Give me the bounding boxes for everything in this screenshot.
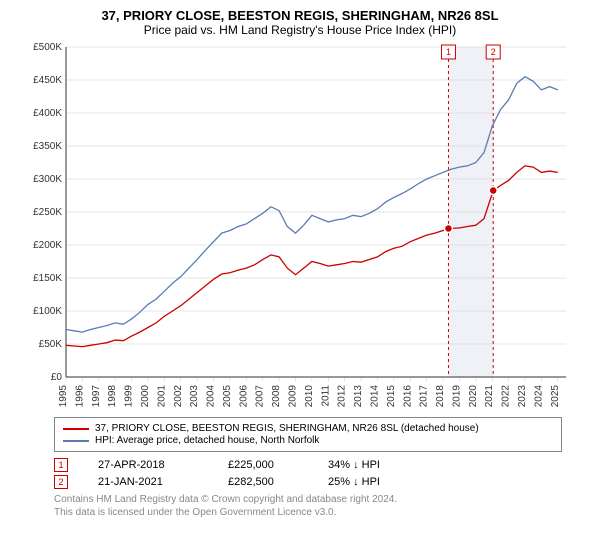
- svg-text:£300K: £300K: [33, 174, 62, 185]
- svg-text:£500K: £500K: [33, 43, 62, 53]
- svg-text:2013: 2013: [353, 385, 364, 408]
- svg-text:2024: 2024: [533, 385, 544, 408]
- marker-date-2: 21-JAN-2021: [98, 476, 198, 488]
- svg-text:2: 2: [491, 47, 496, 57]
- svg-text:1995: 1995: [58, 385, 69, 408]
- legend-swatch-hpi: [63, 440, 89, 442]
- legend-item-hpi: HPI: Average price, detached house, Nort…: [63, 435, 553, 446]
- svg-text:2002: 2002: [173, 385, 184, 408]
- svg-text:2010: 2010: [304, 385, 315, 408]
- marker-table: 1 27-APR-2018 £225,000 34% ↓ HPI 2 21-JA…: [54, 458, 562, 489]
- svg-text:2003: 2003: [189, 385, 200, 408]
- marker-badge-2: 2: [54, 475, 68, 489]
- svg-text:2017: 2017: [419, 385, 430, 408]
- marker-price-1: £225,000: [228, 459, 298, 471]
- chart-title: 37, PRIORY CLOSE, BEESTON REGIS, SHERING…: [8, 8, 592, 23]
- marker-price-2: £282,500: [228, 476, 298, 488]
- svg-text:1997: 1997: [91, 385, 102, 408]
- svg-text:2012: 2012: [337, 385, 348, 408]
- svg-text:£150K: £150K: [33, 273, 62, 284]
- svg-text:2008: 2008: [271, 385, 282, 408]
- svg-text:£0: £0: [51, 372, 63, 383]
- marker-row-2: 2 21-JAN-2021 £282,500 25% ↓ HPI: [54, 475, 562, 489]
- svg-text:2009: 2009: [288, 385, 299, 408]
- svg-text:2016: 2016: [402, 385, 413, 408]
- svg-text:2004: 2004: [206, 385, 217, 408]
- svg-text:2018: 2018: [435, 385, 446, 408]
- svg-text:1998: 1998: [107, 385, 118, 408]
- svg-text:2020: 2020: [468, 385, 479, 408]
- svg-text:2005: 2005: [222, 385, 233, 408]
- svg-text:1999: 1999: [124, 385, 135, 408]
- svg-text:£250K: £250K: [33, 207, 62, 218]
- legend-label-hpi: HPI: Average price, detached house, Nort…: [95, 435, 319, 446]
- svg-text:£200K: £200K: [33, 240, 62, 251]
- svg-text:2007: 2007: [255, 385, 266, 408]
- marker-id-1: 1: [58, 460, 63, 470]
- svg-text:2015: 2015: [386, 385, 397, 408]
- chart-subtitle: Price paid vs. HM Land Registry's House …: [8, 23, 592, 37]
- svg-text:2022: 2022: [501, 385, 512, 408]
- chart: £0 £50K £100K £150K £200K £250K £300K £350K £400…: [20, 43, 580, 413]
- svg-text:2021: 2021: [484, 385, 495, 408]
- svg-text:1: 1: [446, 47, 451, 57]
- legend-item-property: 37, PRIORY CLOSE, BEESTON REGIS, SHERING…: [63, 423, 553, 434]
- svg-text:2023: 2023: [517, 385, 528, 408]
- svg-text:1996: 1996: [74, 385, 85, 408]
- svg-text:2019: 2019: [451, 385, 462, 408]
- svg-text:£50K: £50K: [39, 339, 63, 350]
- svg-text:£400K: £400K: [33, 108, 62, 119]
- svg-text:£100K: £100K: [33, 306, 62, 317]
- marker-diff-1: 34% ↓ HPI: [328, 459, 380, 471]
- svg-text:2000: 2000: [140, 385, 151, 408]
- svg-text:2011: 2011: [320, 385, 331, 407]
- marker-id-2: 2: [58, 477, 63, 487]
- svg-text:2014: 2014: [369, 385, 380, 408]
- attribution-line2: This data is licensed under the Open Gov…: [54, 506, 562, 519]
- svg-text:£350K: £350K: [33, 141, 62, 152]
- svg-text:2001: 2001: [156, 385, 167, 408]
- legend: 37, PRIORY CLOSE, BEESTON REGIS, SHERING…: [54, 417, 562, 452]
- attribution-line1: Contains HM Land Registry data © Crown c…: [54, 493, 562, 506]
- marker-badge-1: 1: [54, 458, 68, 472]
- legend-label-property: 37, PRIORY CLOSE, BEESTON REGIS, SHERING…: [95, 423, 479, 434]
- svg-text:2025: 2025: [550, 385, 561, 408]
- marker-row-1: 1 27-APR-2018 £225,000 34% ↓ HPI: [54, 458, 562, 472]
- marker-date-1: 27-APR-2018: [98, 459, 198, 471]
- svg-text:2006: 2006: [238, 385, 249, 408]
- marker-diff-2: 25% ↓ HPI: [328, 476, 380, 488]
- legend-swatch-property: [63, 428, 89, 430]
- chart-svg: £0 £50K £100K £150K £200K £250K £300K £350K £400…: [20, 43, 580, 413]
- attribution: Contains HM Land Registry data © Crown c…: [54, 493, 562, 519]
- svg-text:£450K: £450K: [33, 75, 62, 86]
